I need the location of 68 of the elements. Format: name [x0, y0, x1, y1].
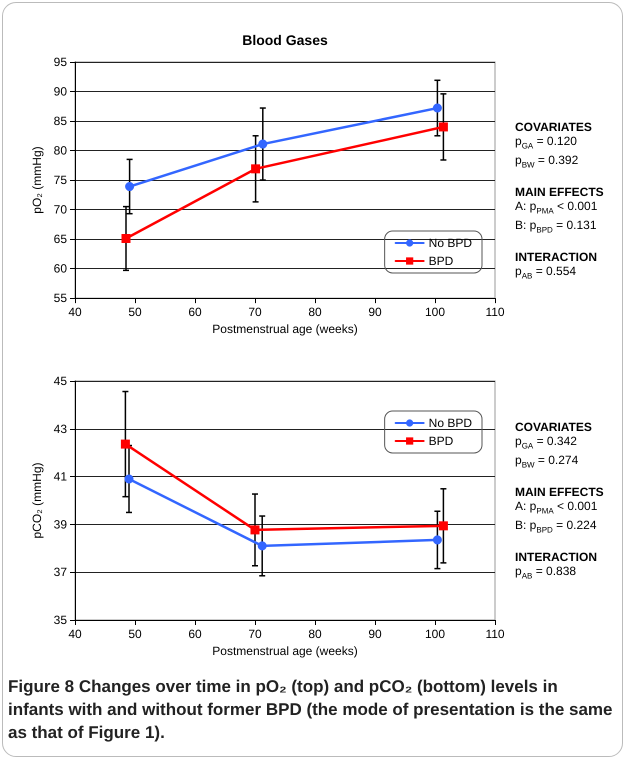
x-tick-label: 100 — [424, 627, 446, 641]
y-tick-label: 43 — [54, 422, 68, 436]
x-tick-label: 70 — [248, 627, 262, 641]
point — [122, 234, 130, 243]
y-tick-label: 37 — [54, 565, 68, 580]
x-tick-label: 40 — [68, 627, 82, 641]
text: MAIN EFFECTS — [515, 484, 605, 499]
x-tick-label: 110 — [485, 305, 505, 320]
point — [258, 541, 267, 550]
point — [125, 182, 134, 192]
y-tick-label: 60 — [54, 262, 68, 276]
y-tick-label: 80 — [54, 144, 68, 158]
point — [250, 525, 260, 534]
y-tick-label: 90 — [54, 84, 68, 99]
point — [432, 535, 442, 544]
text: INTERACTION — [515, 250, 598, 264]
caption: Figure 8 Changes over time in pO₂ (top) and pCO₂ (bottom) levels in infants with and without former BPD (the mode of presentation is the same as that of Figure 1). — [8, 676, 613, 744]
point — [438, 521, 448, 530]
point — [258, 140, 268, 149]
x-tick-label: 80 — [308, 305, 322, 320]
x-tick-label: 60 — [188, 305, 202, 320]
x-tick-label: 50 — [128, 305, 142, 320]
x-tick-label: 90 — [368, 627, 382, 641]
y-tick-label: 39 — [54, 517, 68, 532]
point — [251, 164, 260, 174]
chart-title: Blood Gases — [242, 32, 328, 48]
text: p$_{GA}$ = 0.342 — [515, 434, 578, 452]
text: MAIN EFFECTS — [515, 184, 605, 199]
point — [124, 474, 134, 484]
y-tick-label: 65 — [54, 232, 68, 246]
x-tick-label: 70 — [248, 305, 262, 320]
y-tick-label: 41 — [54, 470, 68, 484]
x-tick-label: 40 — [68, 305, 82, 320]
y-tick-label: 55 — [54, 291, 68, 306]
legend-label: BPD — [428, 254, 454, 268]
text: p$_{AB}$ = 0.554 — [515, 264, 578, 282]
y-axis-title: pCO₂ (mmHg) — [30, 462, 44, 538]
x-tick-label: 50 — [128, 627, 142, 641]
point — [438, 122, 448, 132]
point — [432, 104, 442, 113]
text: p$_{BW}$ = 0.274 — [515, 453, 580, 472]
text: COVARIATES — [515, 420, 593, 434]
text: A: p$_{PMA}$ < 0.001 — [515, 198, 598, 218]
text: B: p$_{BPD}$ = 0.131 — [515, 218, 598, 237]
text: p$_{AB}$ = 0.838 — [515, 564, 578, 582]
x-tick-label: 90 — [368, 305, 382, 320]
legend-label: BPD — [428, 434, 454, 448]
y-axis-title: pO₂ (mmHg) — [30, 146, 44, 214]
y-tick-label: 85 — [54, 114, 68, 128]
y-tick-label: 70 — [54, 202, 68, 217]
text: B: p$_{BPD}$ = 0.224 — [515, 518, 598, 537]
text: p$_{BW}$ = 0.392 — [515, 153, 580, 172]
x-tick-label: 80 — [308, 627, 322, 641]
y-tick-label: 95 — [54, 55, 68, 69]
text: p$_{GA}$ = 0.120 — [515, 134, 578, 152]
y-tick-label: 75 — [54, 173, 68, 188]
text: INTERACTION — [515, 550, 598, 564]
x-tick-label: 110 — [485, 627, 505, 641]
x-axis-title: Postmenstrual age (weeks) — [212, 644, 358, 658]
y-tick-label: 45 — [54, 374, 68, 388]
y-tick-label: 35 — [54, 613, 68, 627]
legend-label: No BPD — [428, 236, 472, 250]
x-tick-label: 100 — [424, 305, 446, 320]
legend-label: No BPD — [428, 416, 472, 430]
text: COVARIATES — [515, 120, 593, 134]
text: A: p$_{PMA}$ < 0.001 — [515, 498, 598, 518]
x-axis-title: Postmenstrual age (weeks) — [212, 322, 358, 336]
x-tick-label: 60 — [188, 627, 202, 641]
